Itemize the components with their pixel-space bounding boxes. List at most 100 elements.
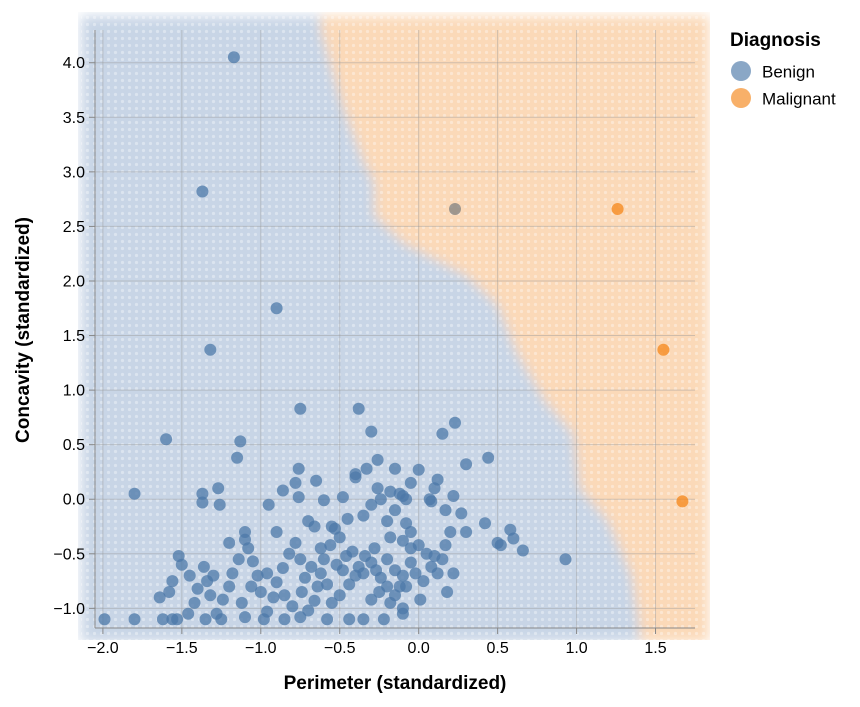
benign-point [409,567,422,580]
benign-point [400,493,413,506]
decision-regions [81,16,709,640]
benign-point [389,504,401,517]
benign-point [324,539,337,552]
legend-label-malignant: Malignant [762,90,836,109]
benign-point [460,526,473,538]
legend: Diagnosis Benign Malignant [730,30,836,109]
benign-point [330,558,343,571]
y-axis-title: Concavity (standardized) [13,217,34,443]
benign-point [365,425,378,438]
benign-point [278,589,291,602]
y-tick-label: 4.0 [63,55,85,72]
benign-point [314,567,327,580]
benign-point [377,613,390,626]
benign-point [215,613,228,626]
benign-point [404,526,417,538]
benign-point [482,451,495,464]
y-tick-label: −0.5 [53,546,85,563]
y-tick-label: 2.0 [63,273,85,290]
benign-point [294,402,307,415]
x-tick-label: 1.5 [644,640,666,657]
benign-point [234,435,247,448]
unlabeled-point [449,203,461,215]
benign-point [431,473,444,486]
x-axis-title: Perimeter (standardized) [284,673,507,694]
benign-point [321,613,334,626]
benign-point [371,482,384,495]
benign-point [357,613,370,626]
benign-point [267,591,280,604]
malignant-point [657,343,670,356]
benign-point [439,539,452,552]
benign-point [311,580,324,593]
benign-point [374,493,387,506]
benign-point [294,611,307,624]
benign-point [321,578,334,591]
benign-point [357,509,370,522]
axes: −2.0 −1.5 −1.0 −0.5 0.0 0.5 1.0 1.5 −1.0 −0.5 0.0 0… [53,30,695,657]
x-tick-label: 1.0 [565,640,587,657]
benign-point [270,526,283,538]
benign-point [368,542,381,555]
y-tick-label: 3.5 [63,110,85,127]
benign-point [317,553,330,566]
benign-point [246,555,259,568]
benign-point [262,498,275,511]
benign-point [343,578,356,591]
benign-point [212,482,225,495]
benign-point [278,613,291,626]
benign-point [289,536,302,549]
benign-point [216,593,229,606]
benign-point [340,550,353,562]
benign-point [204,589,217,602]
benign-point [384,531,397,544]
legend-swatch-benign [731,61,751,81]
benign-point [191,582,204,595]
benign-point [302,604,315,617]
x-tick-label: 0.0 [408,640,430,657]
benign-point [196,487,209,500]
benign-point [384,485,397,498]
benign-point [441,586,454,598]
benign-point [325,520,338,533]
benign-point [197,560,210,573]
benign-point [431,567,444,580]
benign-point [447,490,460,502]
benign-point [302,515,315,528]
benign-point [423,493,436,506]
y-tick-label: 2.5 [63,219,85,236]
benign-point [183,569,196,582]
y-tick-label: 1.5 [63,328,85,345]
benign-point [404,476,417,489]
y-tick-label: 0.0 [63,492,85,509]
y-tick-label: 1.0 [63,383,85,400]
benign-point [389,462,401,475]
benign-point [400,517,413,530]
benign-point [436,427,449,440]
benign-point [213,498,226,511]
benign-point [359,550,371,562]
benign-point [381,515,394,528]
benign-point [261,567,274,580]
benign-point [310,474,323,487]
benign-point [314,542,327,555]
benign-point [336,491,349,504]
benign-point [507,532,520,545]
benign-point [231,451,244,464]
benign-point [235,596,248,609]
benign-point [325,596,338,609]
benign-point [226,567,239,580]
benign-point [207,569,220,582]
benign-point [166,575,179,588]
malignant-point [611,203,624,215]
benign-point [182,607,195,620]
benign-point [396,534,409,547]
benign-point [251,569,264,582]
x-tick-label: −2.0 [87,640,119,657]
benign-point [420,547,433,560]
y-tick-label: −1.0 [53,601,85,618]
benign-point [276,484,289,497]
benign-point [239,526,251,538]
benign-point [305,560,318,573]
